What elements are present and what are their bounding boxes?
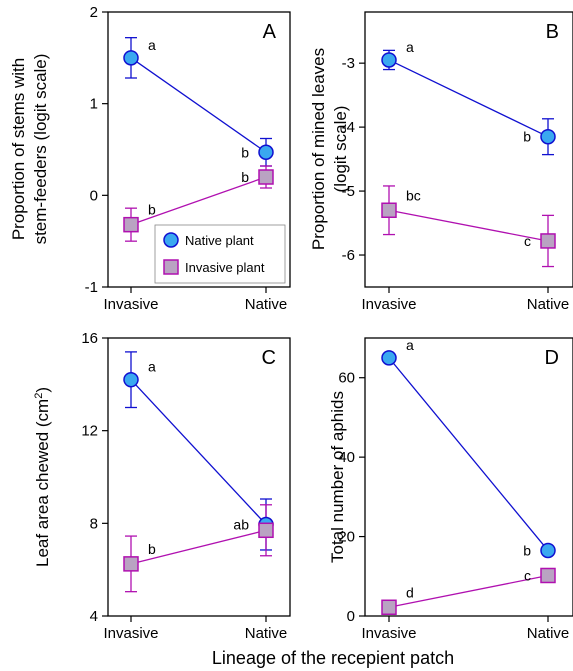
panel-c-y-axis-label: Leaf area chewed (cm2): [33, 387, 52, 567]
panel-b-native-point: [381, 52, 397, 68]
panel-a-invasive-point: [123, 216, 139, 233]
panel-d-frame: [364, 337, 573, 617]
panel-a-significance-letter: b: [148, 202, 156, 218]
panel-d-y-tick-label: 40: [338, 449, 355, 466]
panel-d-invasive-point: [540, 567, 556, 584]
panel-b-frame: [364, 11, 573, 288]
panel-b-x-tick-label: Native: [527, 296, 570, 313]
panel-c-native-series-line: [130, 379, 267, 525]
panel-b-significance-letter: c: [524, 233, 531, 249]
legend-label: Native plant: [185, 233, 254, 248]
panel-c-y-tick-label: 8: [90, 515, 98, 532]
panel-b-y-tick-label: -3: [342, 55, 355, 72]
panel-d-letter: D: [545, 347, 559, 369]
panel-a-native-point: [258, 144, 274, 160]
panel-c-significance-letter: a: [148, 359, 156, 375]
panel-b-significance-letter: a: [406, 39, 414, 55]
panel-b-significance-letter: bc: [406, 187, 421, 203]
panel-b-y-axis-label: Proportion of mined leaves (logit scale): [309, 48, 350, 250]
panel-d-native-point: [381, 350, 397, 366]
panel-b-native-series-line: [388, 59, 549, 138]
panel-c-y-label-superscript: 2: [33, 393, 45, 399]
panel-a-invasive-series-line: [130, 176, 267, 226]
panel-c-native-point: [123, 371, 139, 388]
legend-label: Invasive plant: [185, 260, 265, 275]
legend-invasive-marker: [163, 259, 179, 275]
panel-c-invasive-series-line: [130, 529, 267, 565]
panel-c-letter: C: [262, 347, 276, 369]
panel-b-invasive-point: [540, 233, 556, 249]
panel-a-y-label-line: stem-feeders (logit scale): [31, 54, 50, 245]
panel-d-significance-letter: d: [406, 584, 414, 600]
panel-a-native-point: [123, 50, 139, 66]
panel-c-frame: [107, 337, 291, 617]
panel-a-x-tick-label: Invasive: [103, 296, 158, 313]
panel-c-significance-letter: ab: [233, 516, 249, 532]
panel-b-y-label-line: (logit scale): [331, 106, 350, 193]
panel-d-y-tick-label: 20: [338, 529, 355, 546]
panel-b-invasive-series-line: [388, 209, 549, 242]
panel-b-y-tick-label: -5: [342, 183, 355, 200]
panel-d-native-point: [540, 542, 556, 559]
panel-a-y-tick-label: 2: [90, 4, 98, 21]
panel-d-significance-letter: b: [523, 542, 531, 558]
panel-b-y-tick-label: -4: [342, 119, 355, 136]
panel-c-y-tick-label: 12: [81, 423, 98, 440]
panel-b-x-tick-label: Invasive: [361, 296, 416, 313]
panel-a-y-axis-label: Proportion of stems with stem-feeders (lo…: [9, 54, 50, 245]
panel-a-significance-letter: b: [241, 169, 249, 185]
panel-a-y-tick-label: 1: [90, 96, 98, 113]
panel-d-significance-letter: c: [524, 567, 531, 583]
panel-a-significance-letter: b: [241, 144, 249, 160]
panel-d-y-tick-label: 60: [338, 370, 355, 387]
panel-b-native-point: [540, 128, 556, 145]
panel-d-x-tick-label: Invasive: [361, 625, 416, 642]
panel-a-invasive-point: [258, 169, 274, 185]
panel-d-native-series-line: [388, 357, 549, 551]
panel-a-y-tick-label: -1: [85, 279, 98, 296]
panel-d-y-tick-label: 0: [347, 608, 355, 625]
panel-d-significance-letter: a: [406, 337, 414, 353]
panel-c-y-tick-label: 16: [81, 330, 98, 347]
panel-b-y-tick-label: -6: [342, 247, 355, 264]
panel-c-significance-letter: b: [148, 541, 156, 557]
legend-native-marker: [163, 232, 179, 248]
panel-a-y-label-line: Proportion of stems with: [9, 58, 28, 240]
panel-a-significance-letter: a: [148, 37, 156, 53]
panel-b-y-label-line: Proportion of mined leaves: [309, 48, 328, 250]
panel-d-x-tick-label: Native: [527, 625, 570, 642]
panel-c-y-label-text: ): [33, 387, 52, 393]
panel-d-y-axis-label: Total number of aphids: [328, 391, 347, 563]
panel-c-y-label-text: Leaf area chewed (cm: [33, 399, 52, 567]
panel-a-frame: [107, 11, 291, 288]
panel-c-invasive-point: [123, 556, 139, 572]
panel-a-x-tick-label: Native: [245, 296, 288, 313]
figure-x-axis-label: Lineage of the recepient patch: [212, 648, 454, 668]
panel-b-invasive-point: [381, 202, 397, 219]
panel-c-x-tick-label: Invasive: [103, 625, 158, 642]
panel-c-y-tick-label: 4: [90, 608, 98, 625]
panel-d-invasive-series-line: [388, 574, 549, 608]
panel-a-y-tick-label: 0: [90, 187, 98, 204]
panel-b-significance-letter: b: [523, 129, 531, 145]
panel-a-native-series-line: [130, 57, 267, 153]
panel-d-invasive-point: [381, 599, 397, 616]
panel-c-x-tick-label: Native: [245, 625, 288, 642]
panel-a-letter: A: [263, 21, 277, 43]
panel-b-letter: B: [546, 21, 559, 43]
panel-c-invasive-point: [258, 522, 274, 539]
